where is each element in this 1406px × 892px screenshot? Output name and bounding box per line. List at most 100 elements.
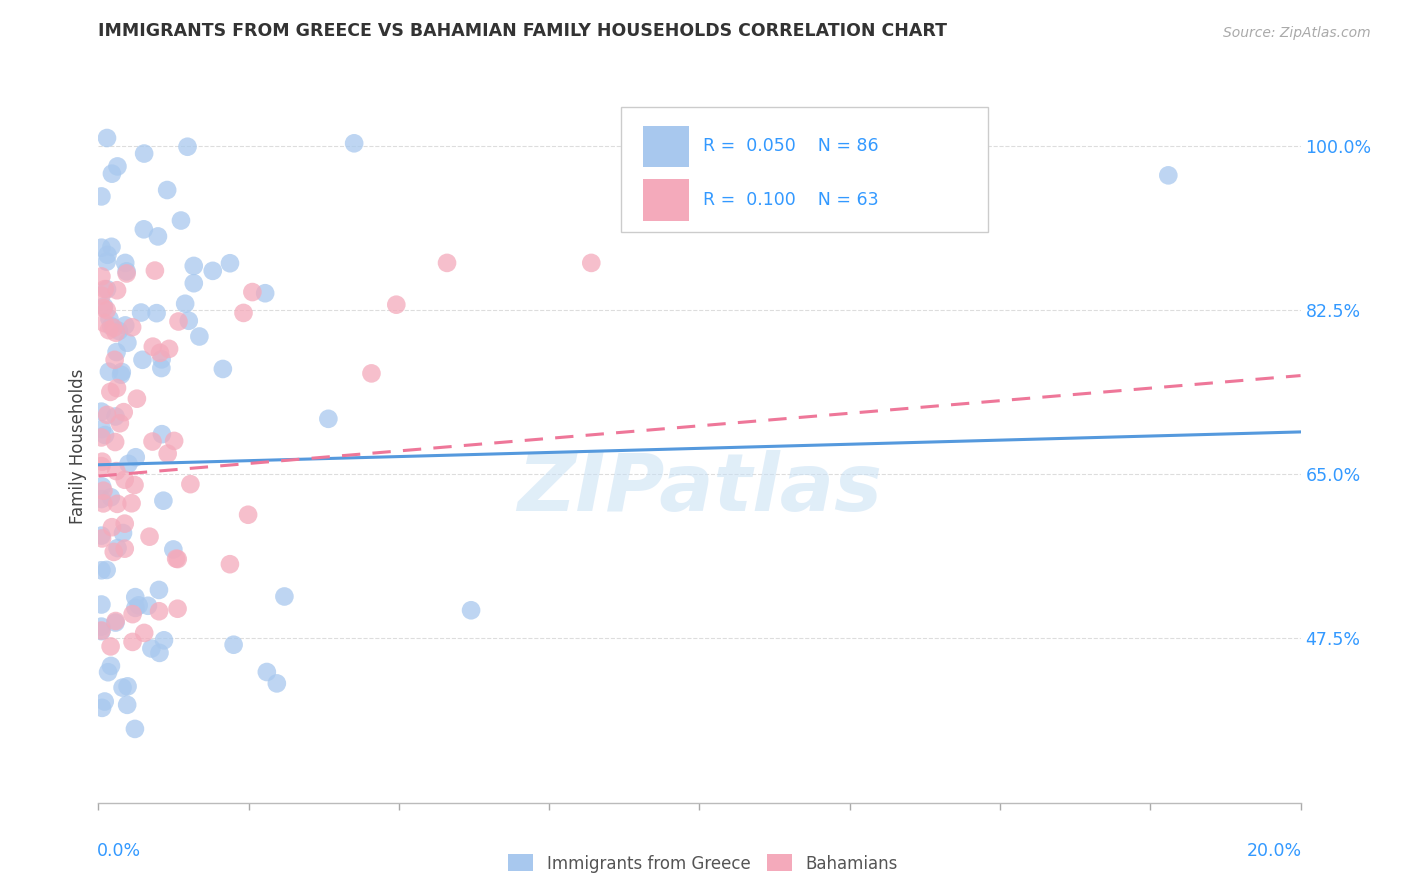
Point (101, 167, 124, 181)
Point (145, 306, 167, 320)
Point (436, 256, 458, 270)
Point (132, 222, 155, 236)
Point (100, 319, 122, 334)
Point (460, 603, 482, 617)
Point (131, 352, 153, 367)
Text: IMMIGRANTS FROM GREECE VS BAHAMIAN FAMILY HOUSEHOLDS CORRELATION CHART: IMMIGRANTS FROM GREECE VS BAHAMIAN FAMIL… (98, 22, 948, 40)
Point (94, 282, 117, 296)
Point (104, 435, 127, 450)
Point (236, 508, 259, 522)
Point (188, 329, 211, 343)
Point (90, 404, 112, 418)
Point (124, 722, 146, 736)
Point (111, 365, 134, 379)
Point (90, 459, 112, 474)
Point (96, 563, 118, 577)
Point (170, 213, 193, 227)
Point (96, 254, 118, 268)
Point (150, 352, 173, 367)
Point (117, 335, 139, 350)
Point (167, 314, 190, 328)
Point (219, 256, 242, 270)
Point (114, 256, 136, 270)
Point (174, 297, 197, 311)
Point (93, 483, 115, 498)
Point (97, 365, 120, 379)
Point (96, 303, 118, 318)
Point (117, 457, 139, 471)
Point (105, 345, 128, 359)
Point (93, 316, 115, 330)
Point (201, 264, 224, 278)
Point (90, 430, 112, 444)
Point (91, 455, 114, 469)
Point (162, 542, 184, 557)
Point (103, 545, 125, 559)
Point (115, 267, 138, 281)
Point (93, 301, 115, 315)
Point (94, 428, 117, 442)
FancyBboxPatch shape (643, 179, 689, 220)
Text: Source: ZipAtlas.com: Source: ZipAtlas.com (1223, 26, 1371, 40)
Point (91, 532, 114, 546)
Point (141, 641, 163, 656)
Point (183, 259, 205, 273)
Point (105, 464, 128, 478)
Point (90, 619, 112, 633)
Point (96, 131, 118, 145)
Point (141, 434, 163, 449)
Point (97, 665, 120, 680)
Point (148, 582, 170, 597)
Point (266, 676, 288, 690)
Point (153, 633, 176, 648)
Point (163, 434, 186, 448)
Point (143, 263, 166, 277)
Point (232, 306, 254, 320)
Point (98, 384, 121, 399)
Point (112, 405, 135, 419)
Point (124, 600, 146, 615)
Point (97, 323, 120, 337)
Legend: Immigrants from Greece, Bahamians: Immigrants from Greece, Bahamians (502, 847, 904, 880)
Point (100, 659, 122, 673)
Text: ZIPatlas: ZIPatlas (517, 450, 882, 528)
Point (105, 283, 128, 297)
Point (98, 311, 121, 326)
Point (146, 229, 169, 244)
Point (114, 473, 136, 487)
Point (124, 478, 146, 492)
Point (96, 248, 118, 262)
Point (256, 665, 278, 679)
Point (318, 412, 340, 426)
Point (138, 530, 160, 544)
Point (128, 599, 150, 613)
Y-axis label: Family Households: Family Households (69, 368, 87, 524)
Point (101, 520, 124, 534)
Point (104, 352, 127, 367)
Point (90, 563, 112, 577)
Point (212, 362, 235, 376)
Point (111, 526, 134, 541)
Point (96, 282, 118, 296)
Point (242, 285, 264, 299)
Point (114, 516, 136, 531)
Text: 0.0%: 0.0% (97, 842, 142, 860)
Point (125, 450, 148, 465)
Point (148, 604, 170, 618)
Point (108, 324, 131, 338)
Point (166, 601, 188, 615)
Point (1157, 169, 1180, 183)
Point (115, 698, 138, 712)
Point (125, 392, 148, 406)
Point (157, 342, 180, 356)
Point (165, 551, 187, 566)
Point (142, 340, 165, 354)
Point (108, 416, 131, 430)
Point (121, 607, 143, 622)
Point (273, 590, 295, 604)
Point (129, 305, 152, 319)
Point (91, 479, 114, 493)
Point (90, 624, 112, 638)
Point (176, 140, 198, 154)
Point (179, 477, 201, 491)
